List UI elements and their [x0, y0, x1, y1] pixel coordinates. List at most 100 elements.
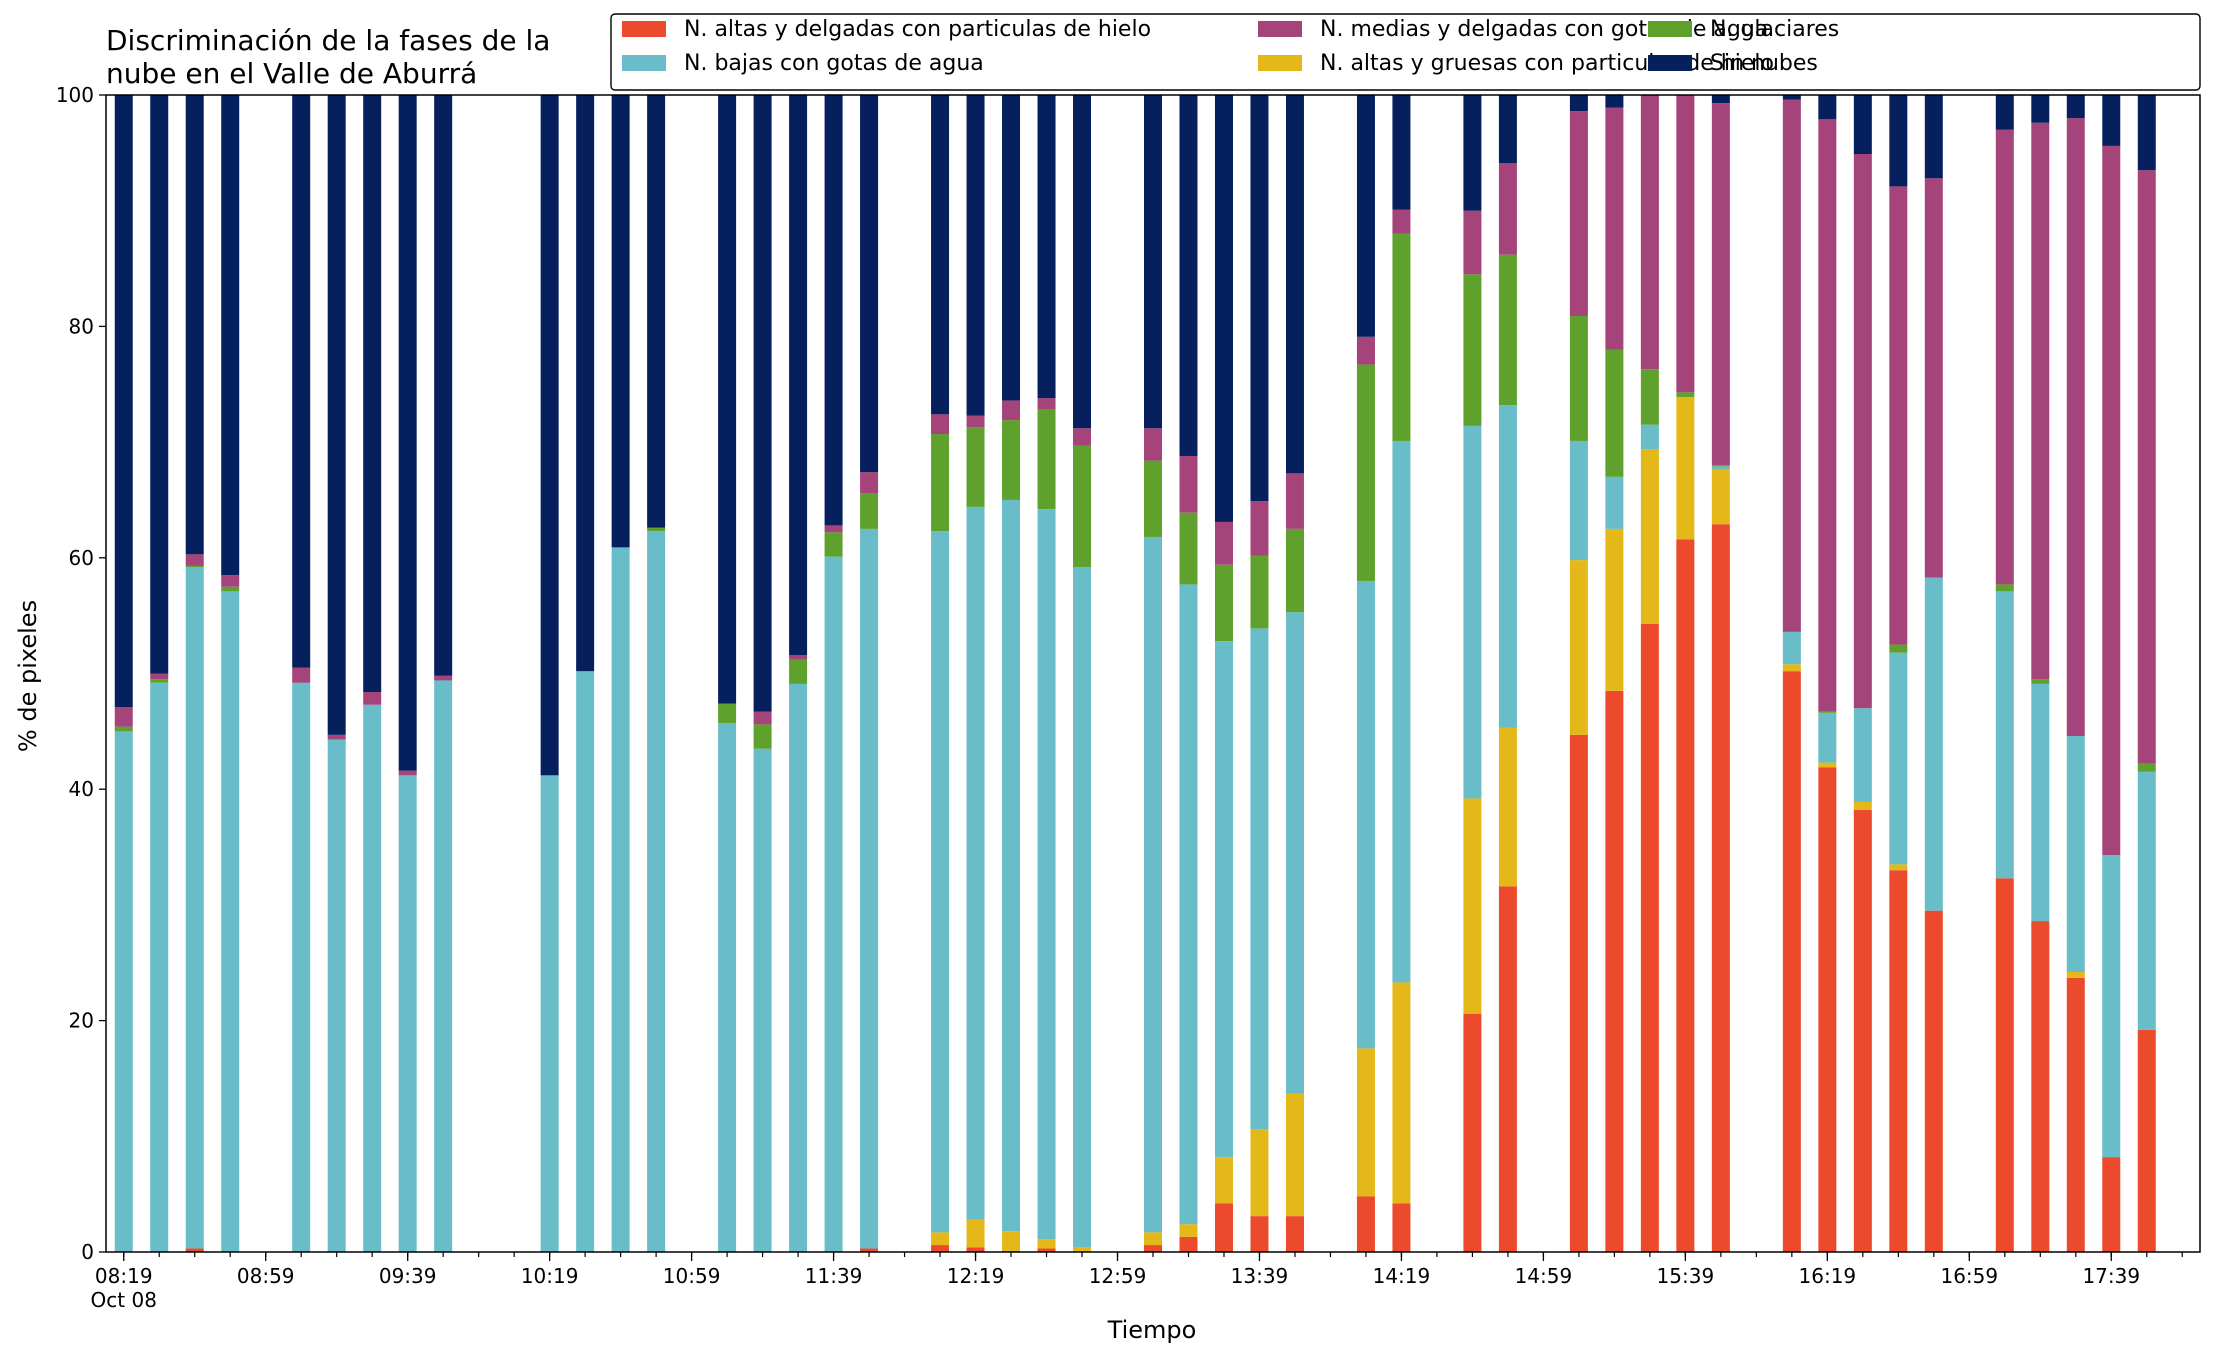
legend-swatch	[1258, 21, 1302, 37]
bar-segment-1339-s2	[1250, 628, 1269, 1130]
bar-segment-1019-s5	[540, 95, 559, 776]
bar-segment-1419-s5	[1392, 95, 1411, 210]
bar-segment-1419-s0	[1392, 1203, 1411, 1252]
bar-segment-1529-s2	[1640, 424, 1659, 450]
bar-segment-1549-s3	[1711, 465, 1730, 467]
bar-segment-1549-s5	[1711, 95, 1730, 104]
bar-segment-1729-s0	[2066, 977, 2085, 1252]
bar-segment-1449-s4	[1498, 163, 1517, 255]
y-axis-label: % de pixeles	[14, 600, 42, 752]
bar-segment-1309-s3	[1144, 460, 1162, 537]
bar-segment-1739-s4	[2102, 145, 2121, 856]
bar-segment-1549-s1	[1711, 469, 1730, 525]
bar-segment-1149-s4	[860, 472, 879, 494]
bar-segment-0829-s4	[150, 673, 169, 680]
y-tick-label: 80	[69, 314, 94, 338]
bar-segment-1349-s3	[1285, 528, 1304, 613]
bar-segment-1409-s0	[1356, 1196, 1375, 1252]
bar-segment-1519-s2	[1605, 476, 1624, 529]
bar-segment-1319-s4	[1179, 455, 1198, 513]
bar-segment-1439-s4	[1463, 210, 1482, 275]
bar-segment-1629-s1	[1853, 801, 1872, 811]
bar-segment-1739-s0	[2102, 1157, 2121, 1252]
bar-segment-1639-s4	[1889, 186, 1908, 645]
x-tick-sublabel: Oct 08	[91, 1288, 157, 1312]
bar-segment-1539-s4	[1676, 95, 1695, 393]
legend-frame	[610, 13, 2201, 91]
bar-segment-1229-s4	[1002, 400, 1021, 421]
bar-segment-0949-s2	[434, 680, 453, 1252]
bar-segment-1109-s3	[718, 703, 737, 724]
bar-segment-1449-s0	[1498, 886, 1517, 1252]
bar-segment-1709-s3	[1995, 584, 2014, 592]
bar-segment-1419-s1	[1392, 982, 1411, 1204]
bar-segment-0849-s2	[221, 591, 240, 1252]
x-tick-label: 09:39	[379, 1264, 437, 1288]
x-tick-label: 16:19	[1799, 1264, 1857, 1288]
bar-segment-1639-s2	[1889, 652, 1908, 865]
y-tick-label: 0	[81, 1240, 94, 1264]
bar-segment-1319-s3	[1179, 512, 1198, 585]
bar-segment-1409-s1	[1356, 1048, 1375, 1197]
bar-segment-1509-s0	[1569, 734, 1588, 1252]
legend-label: N. altas y gruesas con particulas de hie…	[1320, 51, 1774, 76]
bar-segment-1729-s5	[2066, 95, 2085, 119]
bar-segment-1139-s3	[824, 532, 843, 557]
bar-segment-1529-s0	[1640, 623, 1659, 1252]
bar-segment-1119-s5	[753, 95, 772, 712]
bar-segment-1639-s3	[1889, 644, 1908, 653]
bar-segment-1419-s3	[1392, 233, 1411, 441]
bar-segment-1449-s2	[1498, 405, 1517, 728]
legend-swatch	[1648, 55, 1692, 71]
bar-segment-1209-s0	[931, 1245, 950, 1252]
bar-segment-1749-s4	[2137, 170, 2156, 764]
bar-segment-1319-s2	[1179, 584, 1198, 1225]
bar-segment-0819-s4	[114, 707, 133, 727]
bar-segment-1309-s2	[1144, 536, 1162, 1233]
bars-layer	[114, 95, 2156, 1252]
x-tick-label: 15:39	[1657, 1264, 1715, 1288]
legend-label: Sin nubes	[1710, 51, 1818, 76]
bar-segment-0949-s4	[434, 675, 453, 681]
bar-segment-1539-s3	[1676, 392, 1695, 397]
bar-segment-1619-s3	[1818, 711, 1837, 713]
x-tick-label: 10:59	[663, 1264, 721, 1288]
bar-segment-1719-s2	[2031, 683, 2050, 922]
bar-segment-1749-s2	[2137, 771, 2156, 1030]
bar-segment-1329-s2	[1214, 641, 1233, 1158]
bar-segment-1439-s2	[1463, 425, 1482, 799]
bar-segment-0919-s2	[327, 739, 346, 1252]
x-tick-label: 17:39	[2082, 1264, 2140, 1288]
bar-segment-1049-s2	[647, 531, 666, 1252]
bar-segment-1119-s4	[753, 711, 772, 725]
bar-segment-1239-s1	[1037, 1239, 1056, 1249]
bar-segment-1149-s3	[860, 493, 879, 529]
bar-segment-1709-s2	[1995, 591, 2014, 879]
bar-segment-1519-s0	[1605, 690, 1624, 1252]
bar-segment-1329-s4	[1214, 521, 1233, 565]
bar-segment-1609-s0	[1782, 671, 1801, 1252]
x-axis-label: Tiempo	[1107, 1316, 1197, 1344]
bar-segment-1619-s0	[1818, 767, 1837, 1252]
bar-segment-1439-s1	[1463, 798, 1482, 1014]
bar-segment-1709-s0	[1995, 878, 2014, 1252]
bar-segment-1349-s2	[1285, 612, 1304, 1094]
bar-segment-1209-s1	[931, 1232, 950, 1246]
bar-segment-0839-s5	[185, 95, 204, 555]
legend-swatch	[622, 55, 666, 71]
bar-segment-1739-s5	[2102, 95, 2121, 146]
bar-segment-1129-s4	[789, 654, 808, 660]
bar-segment-1149-s2	[860, 528, 879, 1249]
bar-segment-0849-s5	[221, 95, 240, 576]
bar-segment-1229-s1	[1002, 1231, 1021, 1251]
bar-segment-1229-s5	[1002, 95, 1021, 401]
bar-segment-1249-s4	[1073, 428, 1092, 446]
bar-segment-1519-s5	[1605, 95, 1624, 108]
x-tick-label: 14:59	[1515, 1264, 1573, 1288]
bar-segment-1439-s5	[1463, 95, 1482, 211]
bar-segment-1339-s0	[1250, 1216, 1269, 1252]
bar-segment-1629-s0	[1853, 810, 1872, 1252]
bar-segment-1509-s3	[1569, 315, 1588, 441]
bar-segment-1139-s2	[824, 556, 843, 1252]
